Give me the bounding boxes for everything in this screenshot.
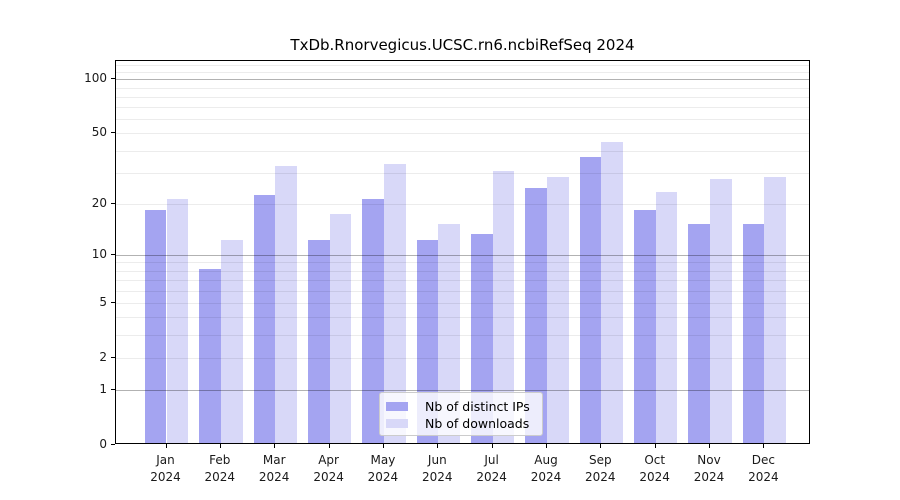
x-tick-label-year: 2024: [367, 470, 399, 484]
bar-distinct-ips-dec: [742, 223, 765, 443]
legend-item: Nb of distinct IPs: [386, 398, 542, 415]
legend-swatch-distinct-ips: [386, 402, 408, 411]
bar-distinct-ips-mar: [253, 194, 276, 443]
y-tick-label: 50: [91, 125, 107, 140]
bar-distinct-ips-oct: [633, 210, 656, 443]
y-tick: [111, 301, 115, 303]
y-tick: [111, 132, 115, 134]
x-tick-label: May 2024: [351, 452, 415, 486]
bar-distinct-ips-nov: [688, 223, 710, 443]
legend-item: Nb of downloads: [386, 415, 542, 432]
y-tick-label: 5: [99, 294, 107, 309]
x-tick-label-year: 2024: [476, 470, 507, 484]
x-tick-label: Oct 2024: [623, 452, 687, 486]
legend-swatch-downloads: [386, 419, 408, 428]
bar-downloads-jun: [438, 223, 460, 443]
x-tick-label: Mar 2024: [242, 452, 306, 486]
x-tick-label: Feb 2024: [188, 452, 252, 486]
x-tick-label: Nov 2024: [677, 452, 741, 486]
bar-downloads-nov: [710, 179, 732, 443]
x-tick: [328, 444, 330, 448]
y-tick-label: 2: [99, 349, 107, 364]
x-tick-label: Sep 2024: [568, 452, 632, 486]
plot-area: [115, 60, 810, 444]
bar-downloads-jul: [492, 171, 515, 443]
x-tick: [763, 444, 765, 448]
x-tick-label-year: 2024: [530, 470, 562, 484]
bar-distinct-ips-aug: [525, 188, 547, 443]
x-tick: [219, 444, 221, 448]
x-tick-label: Dec 2024: [731, 452, 795, 486]
x-tick: [165, 444, 167, 448]
x-tick-label: Jun 2024: [405, 452, 469, 486]
bar-downloads-apr: [329, 214, 352, 443]
x-tick-label-year: 2024: [639, 470, 670, 484]
x-tick: [654, 444, 656, 448]
bar-downloads-oct: [655, 191, 678, 443]
bar-distinct-ips-apr: [307, 240, 330, 443]
legend: Nb of distinct IPs Nb of downloads: [379, 392, 543, 436]
bar-distinct-ips-jul: [470, 234, 493, 443]
legend-label: Nb of downloads: [425, 416, 530, 431]
y-tick-label: 100: [84, 71, 107, 86]
bar-downloads-sep: [601, 141, 623, 443]
bar-distinct-ips-sep: [579, 157, 602, 443]
x-tick-label-year: 2024: [258, 470, 290, 484]
y-tick: [111, 202, 115, 204]
x-tick: [491, 444, 493, 448]
chart-title: TxDb.Rnorvegicus.UCSC.rn6.ncbiRefSeq 202…: [290, 36, 635, 54]
y-tick-label: 20: [91, 195, 107, 210]
x-tick: [437, 444, 439, 448]
x-tick: [382, 444, 384, 448]
bar-downloads-dec: [764, 176, 787, 443]
x-tick-label-year: 2024: [150, 470, 181, 484]
bar-downloads-may: [383, 164, 406, 443]
y-tick-label: 0: [99, 436, 107, 451]
y-tick-label: 10: [91, 246, 107, 261]
bar-distinct-ips-jan: [144, 210, 167, 443]
bars-layer: [116, 61, 809, 443]
bar-downloads-mar: [275, 166, 297, 443]
bar-downloads-jan: [166, 198, 189, 443]
x-tick-label-year: 2024: [585, 470, 616, 484]
x-tick-label: Aug 2024: [514, 452, 578, 486]
x-tick-label-year: 2024: [204, 470, 236, 484]
y-tick-label: 1: [99, 381, 107, 396]
x-tick: [546, 444, 547, 448]
x-tick-label: Jul 2024: [460, 452, 524, 486]
x-tick-label-year: 2024: [313, 470, 344, 484]
bar-downloads-aug: [546, 176, 569, 443]
bar-distinct-ips-feb: [199, 269, 221, 443]
x-tick: [709, 444, 710, 448]
x-tick: [274, 444, 276, 448]
x-tick-label: Jan 2024: [134, 452, 198, 486]
y-tick: [111, 78, 115, 80]
x-tick-label: Apr 2024: [297, 452, 361, 486]
bar-distinct-ips-may: [362, 198, 384, 443]
y-tick: [111, 253, 115, 255]
x-tick: [600, 444, 602, 448]
bar-downloads-feb: [220, 240, 243, 443]
y-tick: [111, 356, 115, 358]
y-tick: [111, 443, 115, 445]
y-tick: [111, 388, 115, 390]
x-tick-label-year: 2024: [693, 470, 725, 484]
x-tick-label-year: 2024: [748, 470, 779, 484]
x-tick-label-year: 2024: [422, 470, 453, 484]
legend-label: Nb of distinct IPs: [425, 399, 530, 414]
